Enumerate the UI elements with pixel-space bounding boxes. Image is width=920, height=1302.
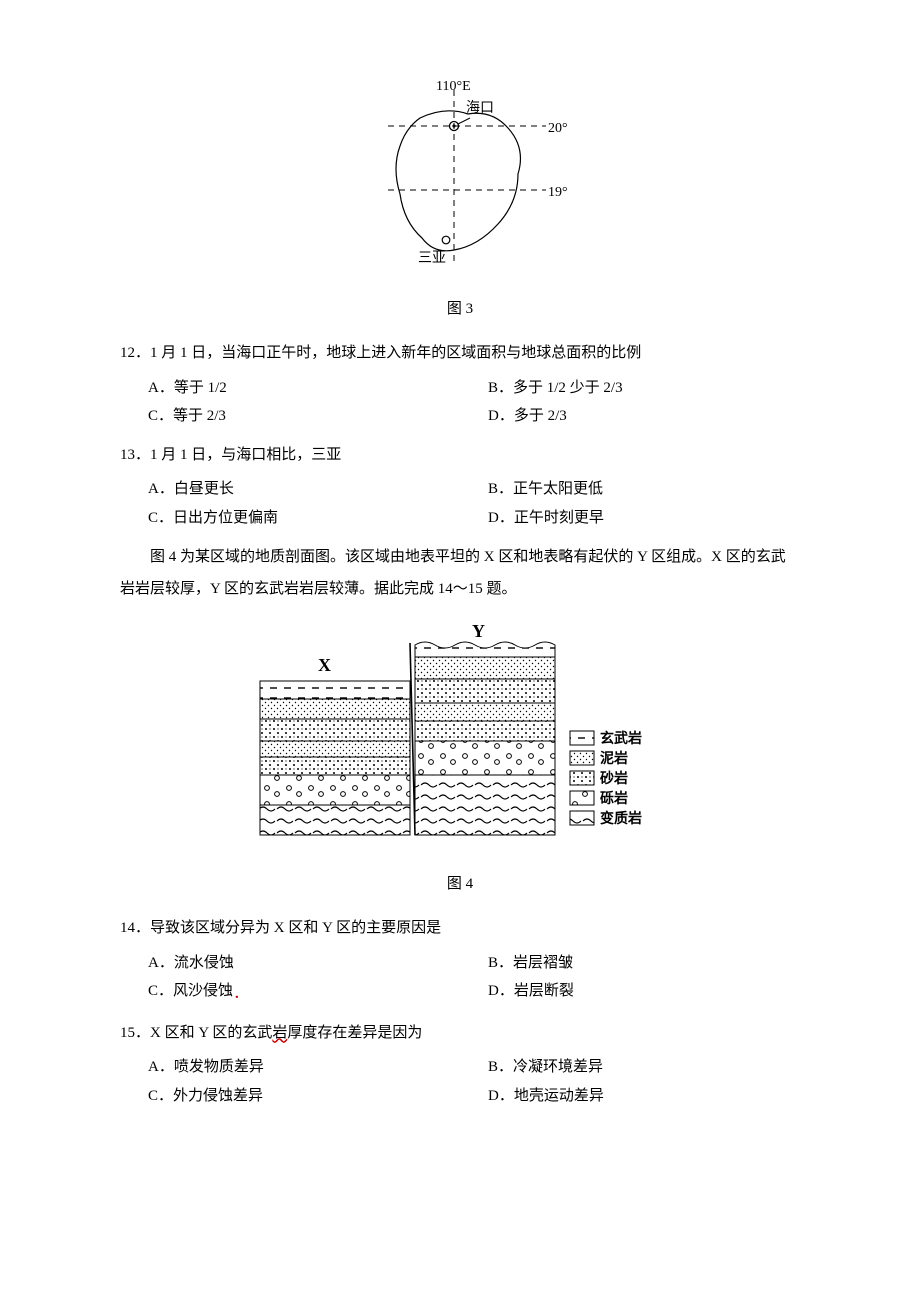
q15-opt-b: B．冷凝环境差异 [460, 1053, 800, 1082]
x-region [260, 681, 410, 835]
q14-opt-b: B．岩层褶皱 [460, 949, 800, 978]
svg-text:砾岩: 砾岩 [600, 790, 628, 807]
figure-3: 110°E 海口 20° 19° 三亚 [120, 78, 800, 289]
svg-text:砂岩: 砂岩 [599, 770, 628, 787]
label-110e: 110°E [436, 79, 471, 94]
q12-options: A．等于 1/2 B．多于 1/2 少于 2/3 C．等于 2/3 D．多于 2… [120, 374, 800, 431]
svg-text:泥岩: 泥岩 [600, 750, 628, 767]
q14-opt-a: A．流水侵蚀 [120, 949, 460, 978]
q12-opt-c: C．等于 2/3 [120, 402, 460, 431]
q13-opt-d: D．正午时刻更早 [460, 504, 800, 533]
q13-options: A．白昼更长 B．正午太阳更低 C．日出方位更偏南 D．正午时刻更早 [120, 475, 800, 532]
q15-opt-a: A．喷发物质差异 [120, 1053, 460, 1082]
stem-14-15: 图 4 为某区域的地质剖面图。该区域由地表平坦的 X 区和地表略有起伏的 Y 区… [120, 542, 800, 605]
editor-mark-icon: . [233, 980, 241, 1009]
y-region [415, 642, 555, 835]
figure-4: X Y 玄武岩 泥岩 砂岩 砾岩 变质岩 [120, 623, 800, 864]
label-20: 20° [548, 121, 568, 136]
figure-3-caption: 图 3 [120, 295, 800, 324]
cross-section: X Y 玄武岩 泥岩 砂岩 砾岩 变质岩 [240, 623, 680, 853]
label-y: Y [472, 623, 485, 641]
q12-opt-b: B．多于 1/2 少于 2/3 [460, 374, 800, 403]
q15-opt-c: C．外力侵蚀差异 [120, 1082, 460, 1111]
q14-opt-d: D．岩层断裂 [460, 977, 800, 1009]
q15-options: A．喷发物质差异 B．冷凝环境差异 C．外力侵蚀差异 D．地壳运动差异 [120, 1053, 800, 1110]
svg-text:变质岩: 变质岩 [600, 810, 642, 827]
q14-options: A．流水侵蚀 B．岩层褶皱 C．风沙侵蚀. D．岩层断裂 [120, 949, 800, 1009]
q13-opt-b: B．正午太阳更低 [460, 475, 800, 504]
legend: 玄武岩 泥岩 砂岩 砾岩 变质岩 [570, 730, 642, 827]
q14-stem: 14．导致该区域分异为 X 区和 Y 区的主要原因是 [120, 914, 800, 943]
q14-opt-c: C．风沙侵蚀. [120, 977, 460, 1009]
figure-4-caption: 图 4 [120, 870, 800, 899]
q12-opt-a: A．等于 1/2 [120, 374, 460, 403]
q13-opt-a: A．白昼更长 [120, 475, 460, 504]
q12-stem: 12．1 月 1 日，当海口正午时，地球上进入新年的区域面积与地球总面积的比例 [120, 339, 800, 368]
q15-stem: 15．X 区和 Y 区的玄武岩厚度存在差异是因为 [120, 1019, 800, 1048]
label-haikou: 海口 [466, 100, 494, 116]
q15-opt-d: D．地壳运动差异 [460, 1082, 800, 1111]
label-x: X [318, 655, 331, 675]
svg-text:玄武岩: 玄武岩 [600, 730, 642, 747]
map-hainan: 110°E 海口 20° 19° 三亚 [350, 78, 570, 278]
label-sanya: 三亚 [418, 251, 446, 266]
q13-opt-c: C．日出方位更偏南 [120, 504, 460, 533]
q12-opt-d: D．多于 2/3 [460, 402, 800, 431]
label-19: 19° [548, 185, 568, 200]
q13-stem: 13．1 月 1 日，与海口相比，三亚 [120, 441, 800, 470]
